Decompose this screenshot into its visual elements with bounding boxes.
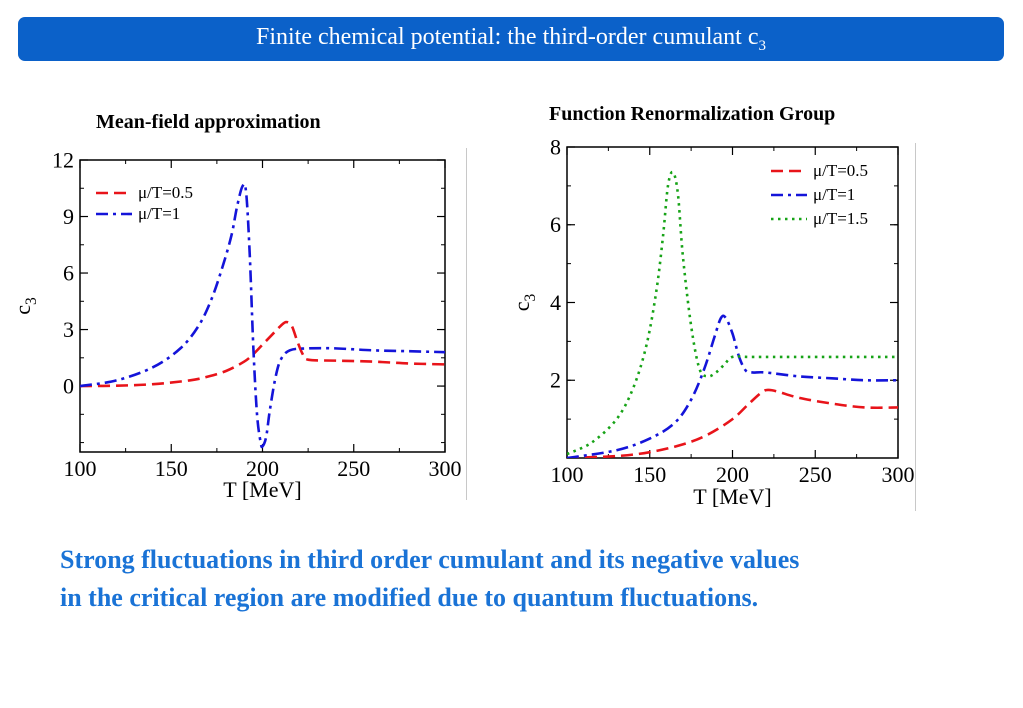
caption-line-2: in the critical region are modified due … xyxy=(60,583,759,612)
x-axis-label: T [MeV] xyxy=(223,477,301,502)
caption-text: Strong fluctuations in third order cumul… xyxy=(60,541,980,617)
x-tick-label: 150 xyxy=(633,462,666,487)
x-tick-label: 150 xyxy=(155,456,188,481)
x-tick-label: 300 xyxy=(429,456,462,481)
series-line-2 xyxy=(567,314,898,458)
x-tick-label: 300 xyxy=(882,462,915,487)
x-tick-label: 100 xyxy=(64,456,97,481)
y-tick-label: 6 xyxy=(550,212,561,237)
series-line-1 xyxy=(80,320,445,388)
y-tick-label: 2 xyxy=(550,368,561,393)
legend-label-2: μ/T=1 xyxy=(813,185,855,204)
x-tick-label: 250 xyxy=(799,462,832,487)
left-chart-title: Mean-field approximation xyxy=(96,111,321,133)
y-tick-label: 6 xyxy=(63,260,74,285)
slide-title-subscript: 3 xyxy=(758,37,767,54)
series-line-2 xyxy=(80,182,445,449)
left-panel-divider xyxy=(466,148,467,500)
slide-title-bar: Finite chemical potential: the third-ord… xyxy=(18,17,1004,61)
y-tick-label: 4 xyxy=(550,290,561,315)
y-axis-label-subscript: 3 xyxy=(522,293,539,301)
x-tick-label: 100 xyxy=(551,462,584,487)
right-chart-title: Function Renormalization Group xyxy=(549,103,836,125)
y-tick-label: 12 xyxy=(52,147,74,172)
legend-label-3: μ/T=1.5 xyxy=(813,209,868,228)
y-tick-label: 0 xyxy=(63,373,74,398)
caption-line-1: Strong fluctuations in third order cumul… xyxy=(60,545,800,574)
right-panel-divider xyxy=(915,143,916,511)
y-tick-label: 8 xyxy=(550,134,561,159)
legend-label-1: μ/T=0.5 xyxy=(813,161,868,180)
x-tick-label: 200 xyxy=(246,456,279,481)
y-tick-label: 9 xyxy=(63,204,74,229)
x-axis-label: T [MeV] xyxy=(693,484,771,509)
series-line-1 xyxy=(567,388,898,458)
x-tick-label: 200 xyxy=(716,462,749,487)
x-tick-label: 250 xyxy=(337,456,370,481)
y-axis-label: c3 xyxy=(509,293,539,311)
slide-title-text: Finite chemical potential: the third-ord… xyxy=(256,23,759,50)
legend-label-1: μ/T=0.5 xyxy=(138,183,193,202)
slide-title: Finite chemical potential: the third-ord… xyxy=(256,24,766,55)
y-axis-label-subscript: 3 xyxy=(23,297,40,305)
legend-label-2: μ/T=1 xyxy=(138,204,180,223)
y-tick-label: 3 xyxy=(63,317,74,342)
